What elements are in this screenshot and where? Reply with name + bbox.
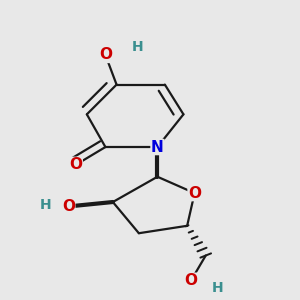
Text: O: O (62, 199, 75, 214)
Text: N: N (151, 140, 164, 154)
Text: O: O (184, 273, 197, 288)
Text: H: H (40, 198, 52, 212)
Text: H: H (131, 40, 143, 55)
Text: O: O (99, 47, 112, 62)
Text: O: O (188, 186, 201, 201)
Text: H: H (211, 281, 223, 295)
Text: O: O (69, 158, 82, 172)
